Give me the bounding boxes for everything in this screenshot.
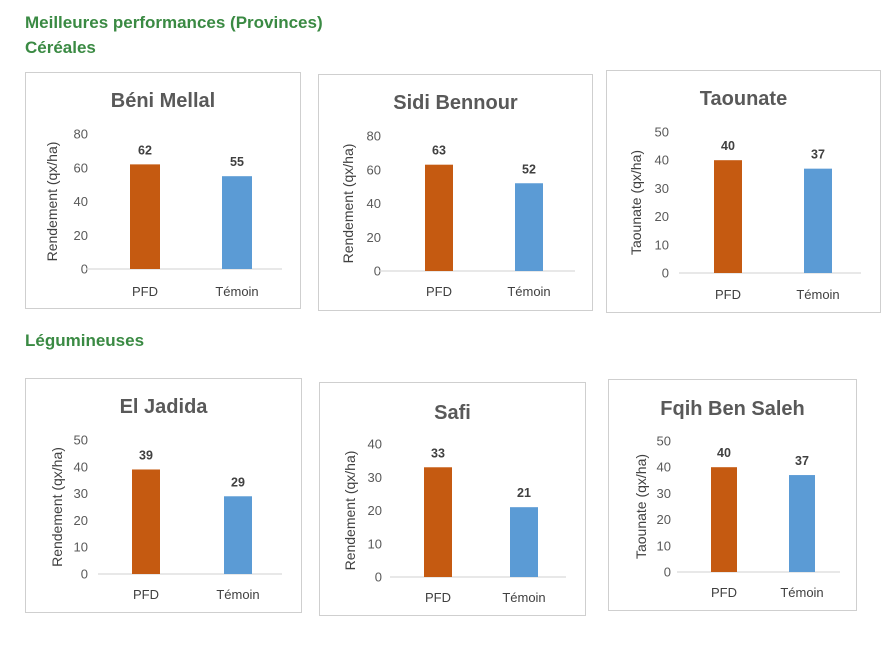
x-category-label: Témoin xyxy=(216,587,259,602)
chart-sidi-bennour: Sidi Bennour Rendement (qx/ha) 0 20 40 60 80 63… xyxy=(318,74,593,311)
y-tick-label: 20 xyxy=(74,513,88,528)
y-tick-label: 30 xyxy=(655,181,669,196)
x-category-label: PFD xyxy=(711,585,737,600)
y-axis-label: Taounate (qx/ha) xyxy=(633,454,649,559)
chart-svg: Sidi Bennour Rendement (qx/ha) 0 20 40 60 80 63… xyxy=(340,92,575,299)
chart-title: El Jadida xyxy=(120,396,209,418)
data-label: 21 xyxy=(517,486,531,500)
y-tick-label: 30 xyxy=(368,470,382,485)
chart-svg: Fqih Ben Saleh Taounate (qx/ha) 0 10 20 30 40 5… xyxy=(633,398,840,600)
y-tick-label: 50 xyxy=(74,433,88,448)
chart-title: Fqih Ben Saleh xyxy=(660,398,804,420)
chart-title: Taounate xyxy=(700,88,787,110)
data-label: 37 xyxy=(811,148,825,162)
y-tick-label: 40 xyxy=(74,459,88,474)
bar-pfd xyxy=(425,164,453,271)
x-category-label: PFD xyxy=(133,587,159,602)
x-category-label: Témoin xyxy=(215,284,258,299)
data-label: 63 xyxy=(432,144,446,158)
y-tick-label: 0 xyxy=(375,570,382,585)
chart-taounate: Taounate Taounate (qx/ha) 0 10 20 30 40 50 40 PFD… xyxy=(606,70,881,313)
bar-temoin xyxy=(789,475,815,572)
bar-temoin xyxy=(510,507,538,577)
y-tick-label: 50 xyxy=(657,434,671,449)
chart-safi: Safi Rendement (qx/ha) 0 10 20 30 40 33 PFD 21 Tém… xyxy=(319,382,586,616)
chart-beni-mellal: Béni Mellal Rendement (qx/ha) 0 20 40 60 80 62 P… xyxy=(25,72,301,309)
x-category-label: PFD xyxy=(715,287,741,302)
y-axis-label: Taounate (qx/ha) xyxy=(628,150,644,255)
y-axis-label: Rendement (qx/ha) xyxy=(49,447,65,567)
x-category-label: Témoin xyxy=(796,287,839,302)
y-tick-label: 80 xyxy=(74,127,88,142)
x-category-label: Témoin xyxy=(507,284,550,299)
chart-svg: El Jadida Rendement (qx/ha) 0 10 20 30 40 50 39 P… xyxy=(49,396,282,602)
y-tick-label: 10 xyxy=(657,538,671,553)
bar-pfd xyxy=(711,467,737,572)
y-tick-label: 0 xyxy=(81,567,88,582)
y-tick-label: 20 xyxy=(74,228,88,243)
data-label: 40 xyxy=(717,446,731,460)
y-tick-label: 80 xyxy=(367,129,381,144)
y-tick-label: 20 xyxy=(655,209,669,224)
chart-svg: Béni Mellal Rendement (qx/ha) 0 20 40 60 80 62 P… xyxy=(44,90,282,299)
page-title: Meilleures performances (Provinces) xyxy=(25,13,323,32)
y-axis-label: Rendement (qx/ha) xyxy=(342,451,358,571)
x-category-label: PFD xyxy=(132,284,158,299)
y-tick-label: 10 xyxy=(368,536,382,551)
chart-svg: Taounate Taounate (qx/ha) 0 10 20 30 40 50 40 PFD… xyxy=(628,88,861,302)
y-tick-label: 0 xyxy=(374,264,381,279)
x-category-label: PFD xyxy=(426,284,452,299)
y-tick-label: 40 xyxy=(74,194,88,209)
y-axis-label: Rendement (qx/ha) xyxy=(44,142,60,262)
y-tick-label: 20 xyxy=(367,230,381,245)
y-tick-label: 10 xyxy=(74,540,88,555)
data-label: 62 xyxy=(138,143,152,157)
section-title-cereals: Céréales xyxy=(25,38,96,57)
bar-pfd xyxy=(132,469,160,574)
bar-pfd xyxy=(714,160,742,273)
data-label: 55 xyxy=(230,155,244,169)
y-tick-label: 40 xyxy=(657,460,671,475)
x-category-label: Témoin xyxy=(502,590,545,605)
data-label: 37 xyxy=(795,454,809,468)
y-tick-label: 60 xyxy=(74,160,88,175)
chart-title: Béni Mellal xyxy=(111,90,215,112)
y-tick-label: 40 xyxy=(367,196,381,211)
x-category-label: PFD xyxy=(425,590,451,605)
chart-title: Sidi Bennour xyxy=(393,92,518,114)
bar-pfd xyxy=(424,467,452,577)
y-tick-label: 30 xyxy=(74,486,88,501)
y-tick-label: 50 xyxy=(655,125,669,140)
y-tick-label: 10 xyxy=(655,237,669,252)
y-tick-label: 30 xyxy=(657,486,671,501)
y-tick-label: 40 xyxy=(368,437,382,452)
y-tick-label: 40 xyxy=(655,153,669,168)
chart-el-jadida: El Jadida Rendement (qx/ha) 0 10 20 30 40 50 39 P… xyxy=(25,378,302,613)
chart-fqih-ben-saleh: Fqih Ben Saleh Taounate (qx/ha) 0 10 20 30 40 5… xyxy=(608,379,857,611)
y-axis-label: Rendement (qx/ha) xyxy=(340,144,356,264)
y-tick-label: 60 xyxy=(367,162,381,177)
y-tick-label: 0 xyxy=(664,565,671,580)
bar-pfd xyxy=(130,164,160,269)
bar-temoin xyxy=(222,176,252,269)
x-category-label: Témoin xyxy=(780,585,823,600)
data-label: 33 xyxy=(431,446,445,460)
data-label: 40 xyxy=(721,139,735,153)
section-title-legumes: Légumineuses xyxy=(25,331,145,350)
y-tick-label: 0 xyxy=(81,262,88,277)
bar-temoin xyxy=(804,168,832,273)
data-label: 29 xyxy=(231,475,245,489)
y-tick-label: 20 xyxy=(657,512,671,527)
chart-title: Safi xyxy=(434,402,471,424)
y-tick-label: 20 xyxy=(368,503,382,518)
data-label: 52 xyxy=(522,162,536,176)
y-tick-label: 0 xyxy=(662,266,669,281)
bar-temoin xyxy=(515,183,543,271)
data-label: 39 xyxy=(139,448,153,462)
chart-svg: Safi Rendement (qx/ha) 0 10 20 30 40 33 PFD 21 Tém… xyxy=(342,402,566,605)
bar-temoin xyxy=(224,496,252,574)
